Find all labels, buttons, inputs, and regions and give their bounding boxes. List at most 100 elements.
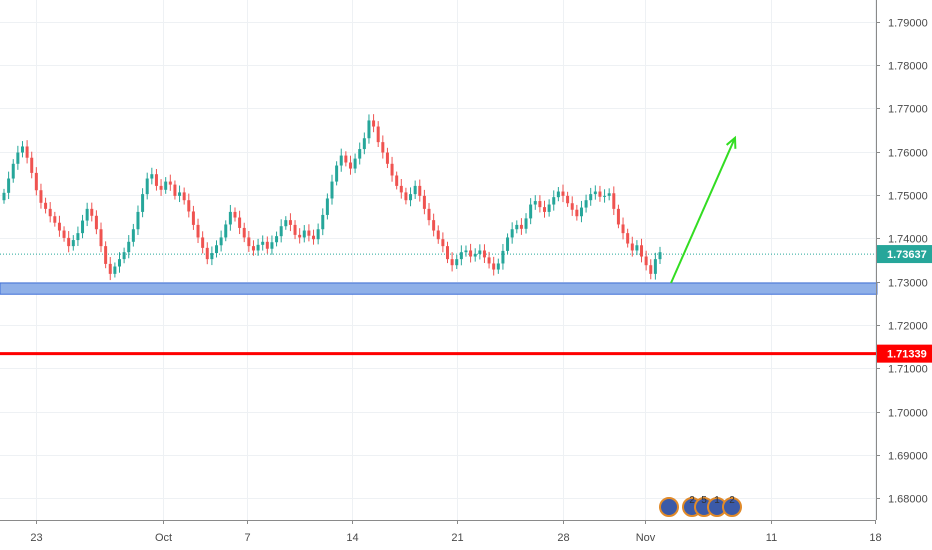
candle-body (538, 201, 542, 208)
candle (482, 244, 486, 263)
candle (390, 156, 394, 182)
candle-body (353, 158, 357, 169)
candle-body (575, 209, 579, 217)
candle-body (450, 259, 454, 266)
candle (445, 241, 449, 264)
price-axis[interactable]: 1.79000 1.78000 1.77000 1.76000 1.75000 1.740… (876, 18, 928, 506)
candle-body (533, 201, 537, 205)
candle-body (422, 195, 426, 209)
candle (524, 213, 528, 234)
candle-body (644, 256, 648, 266)
candle (427, 203, 431, 226)
candle-body (145, 178, 149, 195)
candle (321, 208, 325, 236)
candle (173, 180, 177, 200)
candle-body (496, 263, 500, 270)
candle (630, 236, 634, 257)
candle-body (607, 193, 611, 196)
badge-digit: 2 (689, 495, 695, 506)
candle (141, 188, 145, 218)
candle (62, 226, 66, 242)
candle (612, 186, 616, 216)
watermark-badge: 2 (722, 495, 742, 517)
candle-body (321, 214, 325, 230)
candle-body (44, 202, 48, 209)
candle (510, 222, 514, 244)
candle (561, 184, 565, 203)
candle (473, 248, 477, 262)
candle-body (173, 184, 177, 196)
arrow-shaft (670, 137, 736, 284)
badge-digit: 1 (714, 495, 720, 506)
candle-body (445, 246, 449, 260)
candle-body (543, 207, 547, 212)
candle-body (57, 222, 61, 231)
candle-body (247, 237, 251, 247)
candle (99, 222, 103, 253)
candle-body (593, 191, 597, 195)
candle-body (279, 226, 283, 237)
current-price-tag-bg (877, 245, 932, 264)
candle (104, 241, 108, 269)
candle-body (302, 230, 306, 238)
projection-arrow[interactable] (670, 135, 737, 284)
candle (432, 213, 436, 237)
candle (376, 121, 380, 148)
candle-body (293, 224, 297, 235)
candle-body (288, 220, 292, 225)
candle-body (210, 253, 214, 260)
level-price-tag-bg (877, 344, 932, 363)
candle (94, 210, 98, 235)
x-tick-label: 28 (557, 532, 569, 544)
candle-body (150, 174, 154, 179)
candle (187, 193, 191, 218)
candle (492, 256, 496, 276)
y-tick-label: 1.73000 (888, 278, 928, 290)
chart-grid (0, 0, 876, 520)
candle-body (122, 252, 126, 260)
watermark-badge (659, 497, 679, 517)
candle-body (547, 204, 551, 212)
candle-body (501, 250, 505, 264)
candle-body (385, 152, 389, 164)
candle (603, 189, 607, 203)
candle-body (191, 211, 195, 225)
y-tick-label: 1.76000 (888, 148, 928, 160)
time-axis[interactable]: 23 Oct 7 14 21 28 Nov 11 18 (30, 520, 882, 544)
candle (261, 235, 265, 251)
candle (81, 214, 85, 239)
candle-body (141, 194, 145, 212)
candle (205, 242, 209, 265)
candle (436, 225, 440, 244)
candle-body (330, 181, 334, 199)
candle-body (67, 237, 71, 247)
candle-body (409, 194, 413, 201)
chart-annotations (0, 253, 878, 356)
candle (515, 220, 519, 234)
candle (566, 191, 570, 207)
candle (307, 224, 311, 242)
badge-circle (659, 497, 679, 517)
candle-body (164, 181, 168, 190)
support-zone[interactable] (0, 282, 878, 295)
badge-circle (722, 497, 742, 517)
candle-body (598, 191, 602, 197)
candle-body (506, 237, 510, 251)
candle-body (242, 227, 246, 238)
candle-body (85, 208, 89, 221)
candle (39, 183, 43, 209)
candle-body (455, 259, 459, 266)
candle-body (603, 195, 607, 197)
candle-body (335, 165, 339, 182)
y-tick-label: 1.72000 (888, 321, 928, 333)
candle (556, 187, 560, 202)
candle-body (519, 224, 523, 229)
candle (547, 199, 551, 217)
candle-body (635, 245, 639, 251)
candle (11, 159, 15, 183)
candle (159, 179, 163, 196)
candle (593, 185, 597, 200)
candle (7, 171, 11, 200)
